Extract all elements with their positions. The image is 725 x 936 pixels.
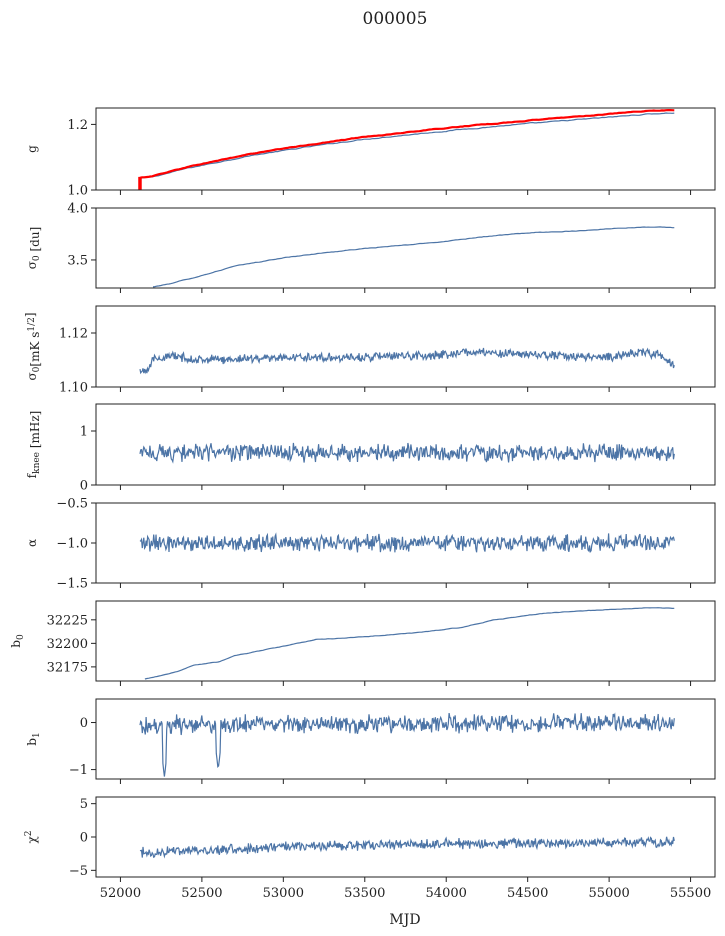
panel-2-frame xyxy=(95,207,716,289)
panel-2: 3.5 4.0 σ0 [du] xyxy=(25,202,716,293)
panel-2-ytick-label-1: 3.5 xyxy=(67,253,88,268)
panel-6-ytick-label-3: 32225 xyxy=(47,613,88,628)
panel-1-frame xyxy=(95,107,716,191)
x-axis-label: MJD xyxy=(389,912,420,928)
xtick-label-3: 53000 xyxy=(263,886,304,901)
subplots: 1.0 1.2 g 3.5 4.0 σ0 [du] 1.10 1.12 σ0[mK s1/2] 0… xyxy=(9,107,716,901)
y-axis-label-4: fknee [mHz] xyxy=(25,411,42,479)
xtick-label-2: 52500 xyxy=(181,886,222,901)
panel-3-ytick-label-2: 1.12 xyxy=(59,327,88,342)
xtick-label-6: 54500 xyxy=(507,886,548,901)
panel-6: 32175 32200 32225 b0 xyxy=(9,600,716,686)
xtick-label-5: 54000 xyxy=(426,886,467,901)
panel-7: −1 0 b1 xyxy=(25,698,716,784)
panel-5-ytick-label-3: −0.5 xyxy=(56,497,88,512)
panel-7-series-line xyxy=(139,712,675,777)
y-axis-label-5: α xyxy=(25,539,39,547)
panel-6-ytick-label-1: 32175 xyxy=(47,660,88,675)
xtick-label-8: 55500 xyxy=(670,886,711,901)
panel-1-ytick-label-2: 1.2 xyxy=(67,118,88,133)
xtick-label-7: 55000 xyxy=(588,886,629,901)
panel-5-series-line xyxy=(139,532,675,554)
y-axis-label-3: σ0[mK s1/2] xyxy=(23,312,42,380)
panel-5-ytick-label-1: −1.5 xyxy=(56,577,88,592)
panel-4-ytick-label-1: 0 xyxy=(80,479,88,494)
panel-1: 1.0 1.2 g xyxy=(25,107,716,199)
panel-8-ytick-label-1: −5 xyxy=(69,864,88,879)
panel-3-frame xyxy=(95,305,716,388)
panel-1-series-line xyxy=(139,112,675,179)
y-axis-label-7: b1 xyxy=(25,732,42,745)
figure-title: 000005 xyxy=(363,9,428,29)
y-axis-label-8: χ2 xyxy=(24,830,39,843)
panel-6-frame xyxy=(95,600,716,682)
panel-8-series-line xyxy=(139,836,675,859)
panel-2-ytick-label-2: 4.0 xyxy=(67,202,88,217)
panel-8-ytick-label-3: 5 xyxy=(80,797,88,812)
panel-8-frame xyxy=(95,796,716,878)
panel-5: −1.5 −1.0 −0.5 α xyxy=(25,497,716,592)
panel-3-series-line xyxy=(139,347,675,375)
panel-6-ytick-label-2: 32200 xyxy=(47,637,88,652)
panel-6-series-line xyxy=(144,607,675,680)
xtick-label-1: 52000 xyxy=(100,886,141,901)
panel-3: 1.10 1.12 σ0[mK s1/2] xyxy=(23,305,716,396)
panel-4-frame xyxy=(95,403,716,486)
y-axis-label-2: σ0 [du] xyxy=(25,227,42,270)
panel-5-ytick-label-2: −1.0 xyxy=(56,537,88,552)
panel-4-series-line xyxy=(139,442,675,464)
panel-3-ytick-label-1: 1.10 xyxy=(59,381,88,396)
y-axis-label-6: b0 xyxy=(9,634,26,648)
panel-2-series-line xyxy=(152,226,675,288)
panel-7-ytick-label-1: −1 xyxy=(69,763,88,778)
panel-7-ytick-label-2: 0 xyxy=(80,716,88,731)
panel-4: 0 1 fknee [mHz] xyxy=(25,403,716,494)
y-axis-label-1: g xyxy=(25,145,39,153)
panel-4-ytick-label-2: 1 xyxy=(80,425,88,440)
panel-1-ytick-label-1: 1.0 xyxy=(67,184,88,199)
panel-1-fit-line xyxy=(139,109,675,179)
xtick-label-4: 53500 xyxy=(344,886,385,901)
panel-8: −5 0 5 52000 52500 53000 53500 54000 54500 55000 5… xyxy=(24,796,716,901)
panel-7-frame xyxy=(95,698,716,780)
panel-8-ytick-label-2: 0 xyxy=(80,831,88,846)
